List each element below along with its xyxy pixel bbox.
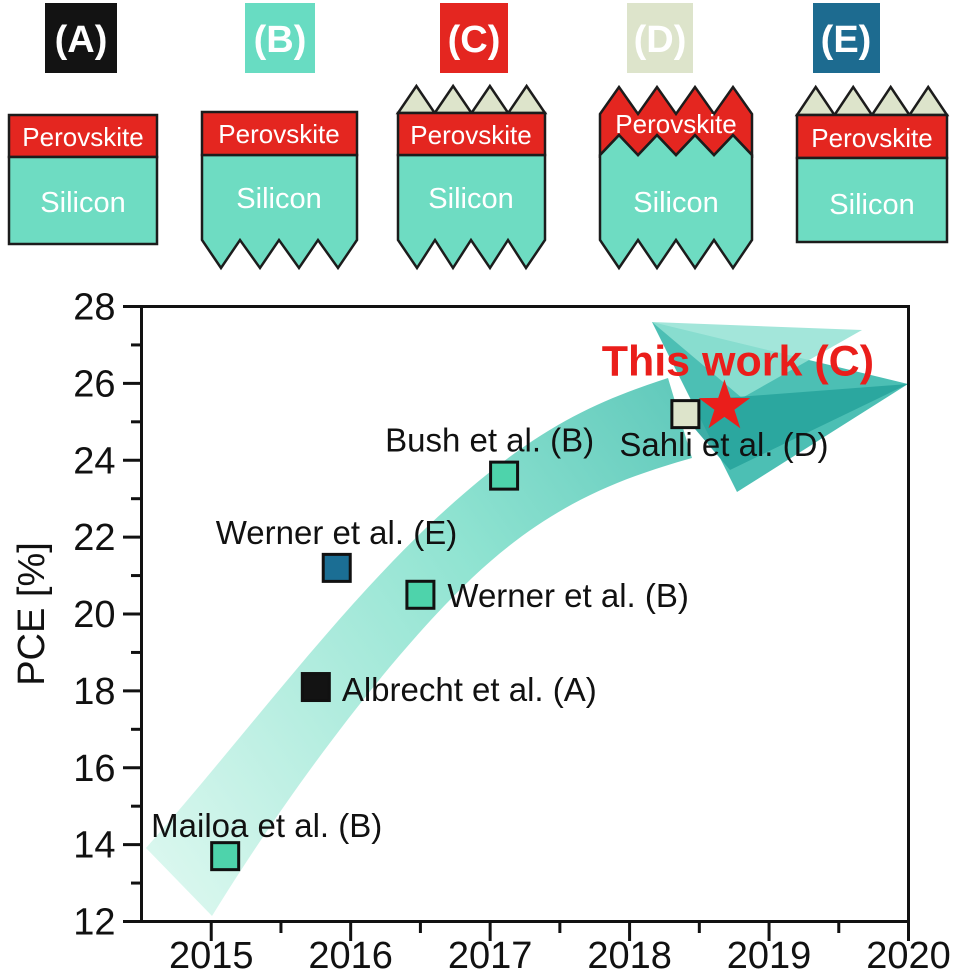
legend-label-c: (C) bbox=[448, 19, 501, 61]
legend-label-a: (A) bbox=[55, 19, 108, 61]
silicon-text-c: Silicon bbox=[428, 183, 513, 215]
data-point-albrecht-et-al-a bbox=[300, 672, 331, 703]
silicon-text-a: Silicon bbox=[40, 187, 125, 219]
device-schematic-c: Perovskite Silicon bbox=[395, 83, 548, 271]
silicon-text-e: Silicon bbox=[829, 189, 914, 221]
data-point-bush-et-al-b bbox=[489, 460, 520, 491]
texture-triangle-icon bbox=[469, 83, 511, 115]
y-axis-title: PCE [%] bbox=[11, 542, 53, 686]
data-points bbox=[210, 379, 751, 872]
silicon-text-d: Silicon bbox=[633, 187, 718, 219]
y-tick-label-28: 28 bbox=[73, 287, 115, 329]
data-point-mailoa-et-al-b bbox=[210, 841, 241, 872]
x-tick-label-2016: 2016 bbox=[308, 935, 393, 976]
silicon-layer-c bbox=[396, 153, 547, 271]
point-label-werner-et-al-e: Werner et al. (E) bbox=[216, 514, 457, 551]
data-point-werner-et-al-e bbox=[321, 552, 352, 583]
y-tick-label-26: 26 bbox=[73, 363, 115, 405]
silicon-layer-e bbox=[795, 156, 949, 244]
data-point-sahli-et-al-d bbox=[670, 399, 701, 430]
annotation-this-work-c: This work (C) bbox=[602, 338, 874, 386]
perovskite-text-b: Perovskite bbox=[218, 119, 339, 149]
trend-arrow-head-highlight bbox=[652, 322, 862, 398]
silicon-text-b: Silicon bbox=[236, 183, 321, 215]
perovskite-text-e: Perovskite bbox=[811, 123, 932, 153]
device-schematic-d: Perovskite Silicon bbox=[598, 84, 754, 271]
data-point-star-this-work bbox=[698, 379, 751, 429]
legend-swatch-e bbox=[813, 3, 880, 73]
texture-triangle-icon bbox=[869, 84, 912, 117]
trend-arrow-band bbox=[146, 378, 692, 916]
data-point-werner-et-al-b bbox=[405, 579, 436, 610]
perovskite-layer-a bbox=[7, 113, 159, 159]
y-tick-label-16: 16 bbox=[73, 748, 115, 790]
legend-label-d: (D) bbox=[634, 19, 687, 61]
texture-triangle-icon bbox=[395, 83, 438, 115]
legend-label-b: (B) bbox=[254, 19, 307, 61]
perovskite-layer-c bbox=[396, 111, 547, 157]
perovskite-text-c: Perovskite bbox=[410, 120, 531, 150]
x-tick-label-2017: 2017 bbox=[448, 935, 533, 976]
axes: 2015 2016 2017 2018 2019 2020 12 14 16 18 20 22 24 26… bbox=[11, 287, 951, 976]
y-tick-label-14: 14 bbox=[73, 825, 115, 867]
legend-swatch-c bbox=[440, 3, 508, 73]
legend-label-e: (E) bbox=[821, 19, 872, 61]
x-tick-label-2015: 2015 bbox=[169, 935, 254, 976]
perovskite-text-d: Perovskite bbox=[615, 109, 736, 139]
perovskite-layer-d bbox=[598, 84, 754, 159]
y-tick-label-18: 18 bbox=[73, 671, 115, 713]
legend-row: (A) (B) (C) (D) (E) bbox=[45, 3, 880, 73]
legend-swatch-d bbox=[627, 3, 693, 73]
texture-triangle-icon bbox=[832, 84, 875, 117]
device-schematic-b: Perovskite Silicon bbox=[200, 110, 359, 271]
texture-triangle-icon bbox=[505, 83, 548, 115]
perovskite-text-a: Perovskite bbox=[22, 122, 143, 152]
point-labels: Mailoa et al. (B) Albrecht et al. (A) Wern… bbox=[151, 338, 874, 844]
silicon-layer-b bbox=[200, 153, 359, 271]
y-tick-label-20: 20 bbox=[73, 594, 115, 636]
device-schematic-e: Perovskite Silicon bbox=[794, 84, 950, 244]
silicon-layer-a bbox=[7, 155, 159, 246]
legend-swatch-b bbox=[245, 3, 315, 73]
device-schematic-a: Perovskite Silicon bbox=[7, 113, 159, 246]
perovskite-layer-b bbox=[200, 110, 359, 157]
texture-triangle-icon bbox=[432, 83, 474, 115]
point-label-werner-et-al-b: Werner et al. (B) bbox=[447, 577, 688, 614]
y-tick-label-12: 12 bbox=[73, 902, 115, 944]
y-tick-label-22: 22 bbox=[73, 517, 115, 559]
x-tick-label-2019: 2019 bbox=[727, 935, 812, 976]
point-label-sahli-et-al-d: Sahli et al. (D) bbox=[619, 426, 828, 463]
x-tick-label-2018: 2018 bbox=[587, 935, 672, 976]
plot-border bbox=[140, 305, 910, 923]
point-label-albrecht-et-al-a: Albrecht et al. (A) bbox=[342, 671, 597, 708]
legend-swatch-a bbox=[45, 3, 117, 73]
point-label-mailoa-et-al-b: Mailoa et al. (B) bbox=[151, 807, 382, 844]
y-tick-label-24: 24 bbox=[73, 440, 115, 482]
texture-triangle-icon bbox=[794, 84, 837, 117]
point-label-bush-et-al-b: Bush et al. (B) bbox=[385, 422, 594, 459]
x-tick-label-2020: 2020 bbox=[866, 935, 951, 976]
texture-triangle-icon bbox=[907, 84, 950, 117]
